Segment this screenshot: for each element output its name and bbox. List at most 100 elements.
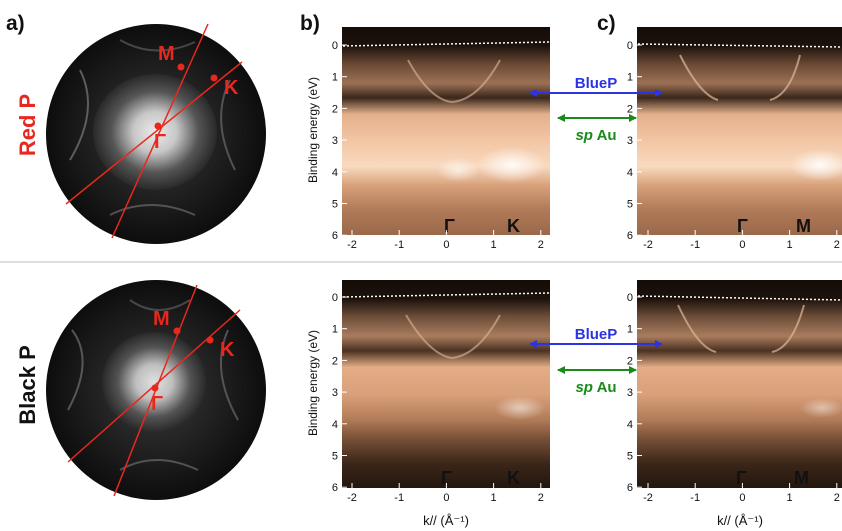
x-axis: -2 -1 0 1 2 bbox=[643, 483, 840, 504]
y-tick-label: 4 bbox=[627, 419, 633, 431]
y-tick-label: 2 bbox=[332, 103, 338, 115]
x-axis: -2 -1 0 1 2 bbox=[347, 483, 544, 504]
sample-label-black-p: Black P bbox=[15, 345, 40, 425]
sp-au-label: sp Au bbox=[575, 127, 616, 144]
y-axis-title: Binding energy (eV) bbox=[306, 77, 320, 183]
y-tick-label: 0 bbox=[332, 292, 338, 304]
au-text: Au bbox=[593, 379, 617, 396]
bluep-label: BlueP bbox=[575, 326, 618, 343]
leed-pattern-black-p: M K Γ bbox=[46, 280, 266, 500]
point-k-dot bbox=[210, 74, 218, 82]
y-tick-label: 3 bbox=[332, 135, 338, 147]
y-tick-label: 6 bbox=[332, 230, 338, 242]
x-tick-label: 0 bbox=[443, 239, 449, 251]
label-k: K bbox=[224, 77, 239, 99]
fermi-level-line bbox=[342, 292, 551, 298]
leed-streak bbox=[129, 299, 191, 311]
arpes-panel-b-red-p: Γ K 0 1 2 3 4 5 6 -2 -1 0 1 2 bbox=[332, 27, 551, 251]
point-label-gamma: Γ bbox=[441, 468, 452, 488]
y-tick-label: 1 bbox=[627, 72, 633, 84]
leed-streak bbox=[119, 39, 196, 52]
y-axis: 0 1 2 3 4 5 6 bbox=[627, 292, 642, 494]
x-tick-label: 1 bbox=[787, 492, 793, 504]
bluep-label: BlueP bbox=[575, 75, 618, 92]
y-tick-label: 0 bbox=[332, 40, 338, 52]
y-tick-label: 5 bbox=[332, 199, 338, 211]
x-tick-label: 1 bbox=[491, 492, 497, 504]
arpes-image bbox=[342, 280, 550, 488]
point-label-gamma: Γ bbox=[736, 468, 747, 488]
arpes-band bbox=[405, 314, 501, 360]
leed-pattern-red-p: M K Γ bbox=[46, 23, 266, 244]
x-tick-label: 1 bbox=[491, 239, 497, 251]
arpes-hotspot bbox=[478, 147, 546, 183]
label-gamma: Γ bbox=[151, 393, 163, 415]
x-tick-label: 0 bbox=[443, 492, 449, 504]
x-tick-label: -2 bbox=[643, 239, 653, 251]
y-tick-label: 6 bbox=[332, 482, 338, 494]
y-tick-label: 5 bbox=[627, 451, 633, 463]
y-tick-label: 4 bbox=[332, 419, 338, 431]
y-tick-label: 2 bbox=[332, 355, 338, 367]
y-tick-label: 3 bbox=[332, 387, 338, 399]
point-gamma-dot bbox=[154, 122, 162, 130]
point-gamma-dot bbox=[151, 384, 159, 392]
arpes-image bbox=[637, 280, 842, 488]
x-axis: -2 -1 0 1 2 bbox=[643, 230, 840, 251]
point-label-m: M bbox=[794, 468, 809, 488]
leed-streak bbox=[220, 79, 236, 171]
x-tick-label: -2 bbox=[347, 492, 357, 504]
x-tick-label: -1 bbox=[690, 239, 700, 251]
x-axis-title: k// (Å⁻¹) bbox=[717, 513, 763, 528]
cut-line-gamma-m bbox=[111, 23, 209, 239]
sp-text: sp bbox=[575, 379, 593, 396]
arpes-image bbox=[637, 27, 842, 235]
arpes-hotspot bbox=[436, 158, 480, 182]
label-gamma: Γ bbox=[154, 131, 166, 153]
panel-label-a: a) bbox=[6, 12, 25, 35]
arpes-band bbox=[679, 54, 719, 101]
leed-streak bbox=[69, 69, 89, 161]
point-m-dot bbox=[177, 63, 185, 71]
leed-streak bbox=[67, 329, 84, 411]
y-tick-label: 2 bbox=[627, 103, 633, 115]
y-tick-label: 1 bbox=[332, 72, 338, 84]
point-label-k: K bbox=[507, 216, 520, 236]
fermi-level-line bbox=[342, 41, 551, 47]
point-label-gamma: Γ bbox=[444, 216, 455, 236]
panel-label-b: b) bbox=[300, 12, 320, 35]
y-axis: 0 1 2 3 4 5 6 bbox=[332, 40, 347, 242]
arpes-band bbox=[771, 304, 805, 353]
point-label-k: K bbox=[507, 468, 520, 488]
arpes-hotspot bbox=[790, 149, 842, 181]
y-tick-label: 1 bbox=[627, 324, 633, 336]
x-tick-label: -1 bbox=[690, 492, 700, 504]
leed-glow bbox=[102, 332, 206, 432]
x-tick-label: 1 bbox=[787, 239, 793, 251]
y-tick-label: 1 bbox=[332, 324, 338, 336]
label-k: K bbox=[220, 339, 235, 361]
sample-label-red-p: Red P bbox=[15, 94, 40, 156]
y-tick-label: 0 bbox=[627, 40, 633, 52]
panel-label-c: c) bbox=[597, 12, 616, 35]
leed-streak bbox=[109, 204, 196, 216]
x-axis-title: k// (Å⁻¹) bbox=[423, 513, 469, 528]
au-text: Au bbox=[593, 127, 617, 144]
y-tick-label: 0 bbox=[627, 292, 633, 304]
y-tick-label: 5 bbox=[627, 199, 633, 211]
point-label-m: M bbox=[796, 216, 811, 236]
leed-streak bbox=[219, 329, 239, 421]
label-m: M bbox=[153, 308, 170, 330]
point-k-dot bbox=[206, 336, 214, 344]
x-axis: -2 -1 0 1 2 bbox=[347, 230, 544, 251]
y-tick-label: 3 bbox=[627, 387, 633, 399]
leed-streak bbox=[119, 459, 199, 471]
y-tick-label: 2 bbox=[627, 355, 633, 367]
sp-text: sp bbox=[575, 127, 593, 144]
x-tick-label: 0 bbox=[739, 239, 745, 251]
arpes-panel-c-red-p: Γ M 0 1 2 3 4 5 6 -2 -1 0 1 2 bbox=[627, 27, 842, 251]
x-tick-label: 2 bbox=[538, 492, 544, 504]
y-tick-label: 3 bbox=[627, 135, 633, 147]
point-label-gamma: Γ bbox=[737, 216, 748, 236]
